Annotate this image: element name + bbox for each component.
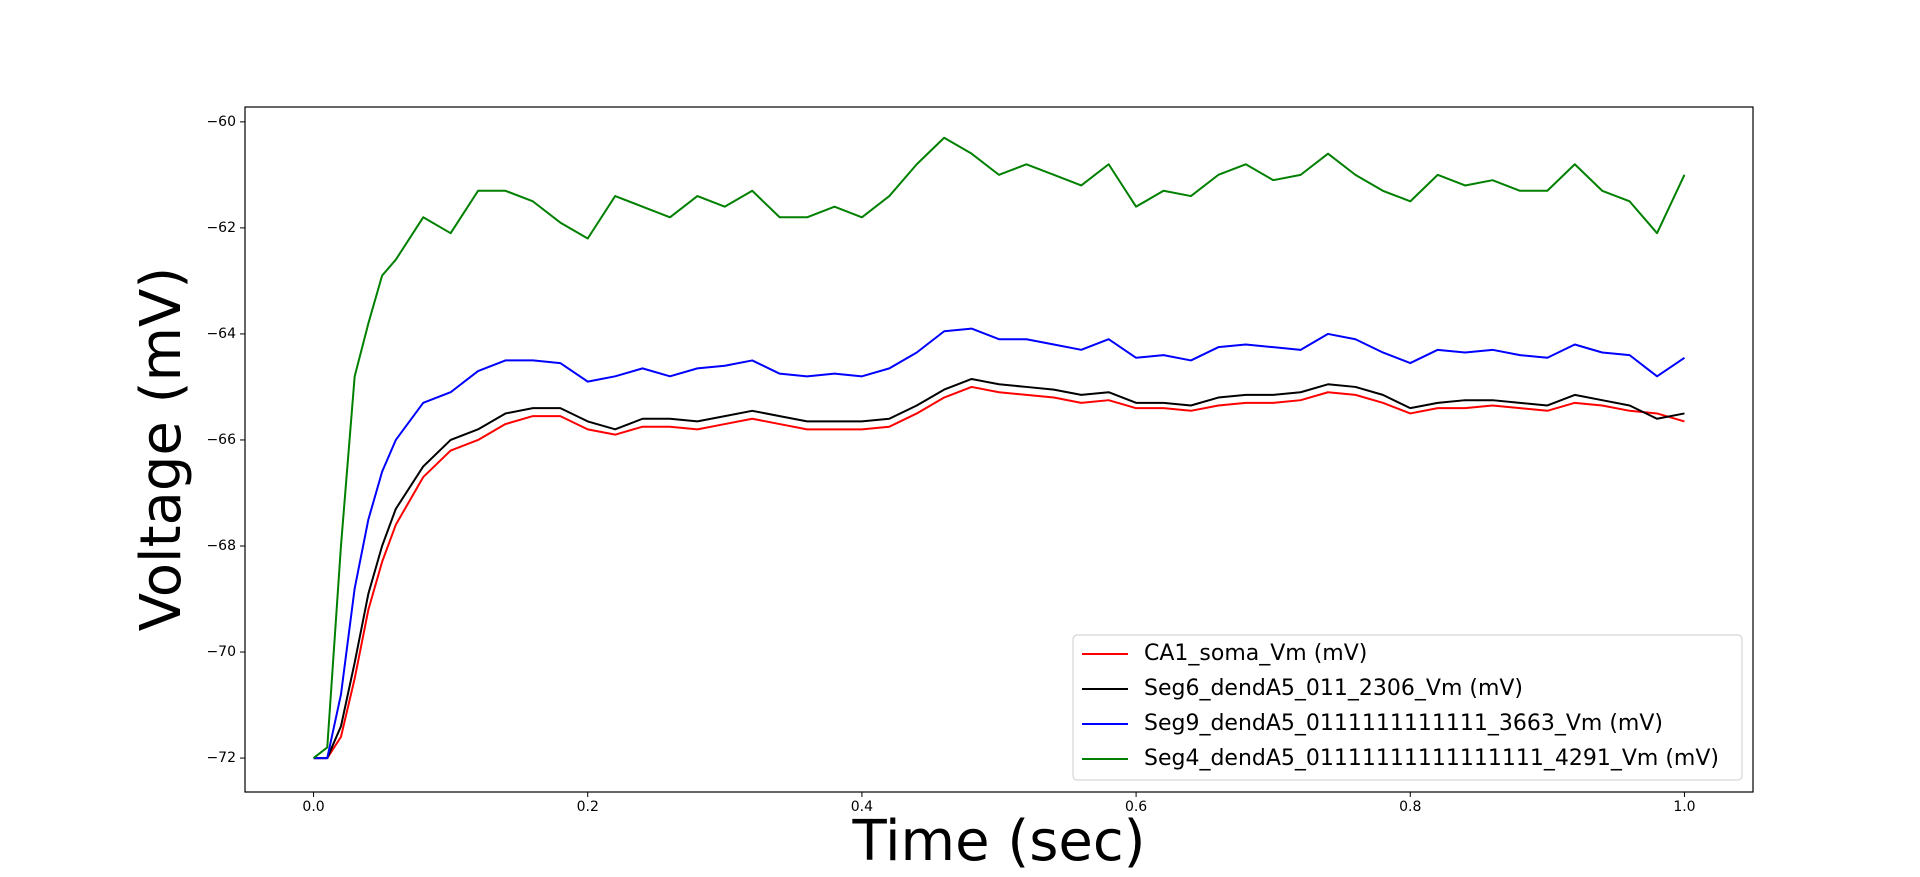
y-axis-label: Voltage (mV)	[129, 267, 194, 631]
legend-label: CA1_soma_Vm (mV)	[1144, 641, 1367, 666]
x-tick-label: 0.4	[851, 799, 873, 815]
legend-label: Seg4_dendA5_01111111111111111_4291_Vm (m…	[1144, 746, 1719, 771]
legend: CA1_soma_Vm (mV) Seg6_dendA5_011_2306_Vm …	[1072, 634, 1743, 781]
legend-label: Seg9_dendA5_0111111111111_3663_Vm (mV)	[1144, 711, 1663, 736]
y-tick-label: −66	[206, 432, 236, 448]
series-line	[313, 385, 1685, 760]
x-tick-label: 0.6	[1125, 799, 1147, 815]
plot-frame	[244, 106, 1754, 793]
series-line	[312, 136, 1686, 759]
y-tick-label: −70	[206, 644, 236, 660]
y-tick-label: −62	[206, 220, 236, 236]
y-tick-label: −72	[206, 750, 236, 766]
x-tick-label: 1.0	[1673, 799, 1695, 815]
x-axis-label: Time (sec)	[852, 809, 1146, 874]
legend-label: Seg6_dendA5_011_2306_Vm (mV)	[1144, 676, 1523, 701]
x-tick-label: 0.2	[577, 799, 599, 815]
legend-frame	[1072, 634, 1743, 781]
y-tick-label: −64	[206, 326, 236, 342]
y-tick-label: −68	[206, 538, 236, 554]
series-line	[313, 327, 1686, 760]
x-tick-label: 0.8	[1399, 799, 1421, 815]
series-line	[313, 377, 1685, 760]
x-tick-label: 0.0	[302, 799, 324, 815]
y-tick-label: −60	[206, 114, 236, 130]
